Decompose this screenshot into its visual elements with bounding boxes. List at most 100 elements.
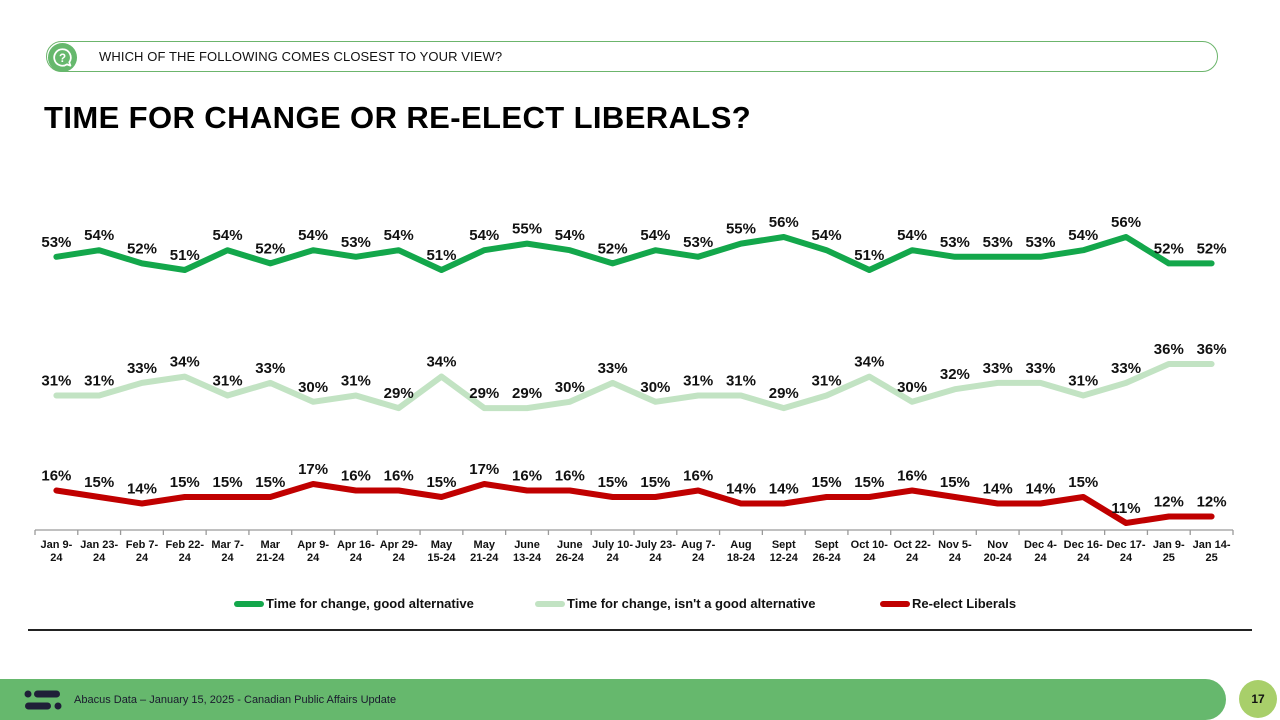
data-label-time-for-change-isn-t-a-good-alternative: 30%	[897, 379, 927, 396]
data-label-time-for-change-good-alternative: 53%	[983, 234, 1013, 251]
x-tick-label: Sept 12-24	[770, 539, 799, 564]
data-label-re-elect-liberals: 12%	[1197, 494, 1227, 511]
legend-label: Time for change, isn't a good alternativ…	[567, 596, 816, 611]
series-layer	[53, 234, 1215, 526]
x-tick-label: Dec 4-24	[1024, 539, 1057, 564]
data-label-time-for-change-good-alternative: 52%	[1197, 240, 1227, 257]
x-tick-label: May 21-24	[470, 539, 499, 564]
x-tick-label: Dec 16-24	[1064, 539, 1103, 564]
data-label-time-for-change-isn-t-a-good-alternative: 31%	[341, 373, 371, 390]
data-label-re-elect-liberals: 16%	[41, 468, 71, 485]
question-text: WHICH OF THE FOLLOWING COMES CLOSEST TO …	[99, 49, 503, 64]
data-label-re-elect-liberals: 14%	[983, 481, 1013, 498]
x-tick-label: May 15-24	[427, 539, 456, 564]
data-label-re-elect-liberals: 16%	[384, 468, 414, 485]
x-tick-label: July 23-24	[635, 539, 676, 564]
series-line-time-for-change-good-alternative	[53, 234, 1215, 273]
data-label-re-elect-liberals: 14%	[769, 481, 799, 498]
data-label-time-for-change-good-alternative: 52%	[255, 240, 285, 257]
data-label-time-for-change-good-alternative: 51%	[854, 247, 884, 264]
legend-item-reelect-liberals: Re-elect Liberals	[880, 596, 1016, 611]
data-label-time-for-change-good-alternative: 55%	[512, 221, 542, 238]
legend-item-good-alternative: Time for change, good alternative	[234, 596, 474, 611]
data-label-re-elect-liberals: 16%	[683, 468, 713, 485]
data-label-re-elect-liberals: 14%	[1025, 481, 1055, 498]
x-tick-label: June 13-24	[513, 539, 542, 564]
x-tick-label: Jan 9-24	[40, 539, 72, 564]
data-label-time-for-change-isn-t-a-good-alternative: 29%	[769, 385, 799, 402]
data-label-time-for-change-isn-t-a-good-alternative: 29%	[384, 385, 414, 402]
data-label-re-elect-liberals: 16%	[341, 468, 371, 485]
data-label-time-for-change-isn-t-a-good-alternative: 31%	[213, 373, 243, 390]
data-label-time-for-change-isn-t-a-good-alternative: 31%	[726, 373, 756, 390]
data-label-time-for-change-good-alternative: 55%	[726, 221, 756, 238]
data-label-re-elect-liberals: 15%	[255, 474, 285, 491]
data-labels: 53% 54% 52% 51% 54% 52% 54% 53% 54% 51% 54% 55% 54% 5…	[41, 214, 1226, 517]
data-label-re-elect-liberals: 14%	[726, 481, 756, 498]
data-label-time-for-change-isn-t-a-good-alternative: 31%	[683, 373, 713, 390]
footer-bar	[0, 679, 1226, 720]
data-label-re-elect-liberals: 15%	[640, 474, 670, 491]
data-label-time-for-change-isn-t-a-good-alternative: 30%	[555, 379, 585, 396]
line-chart: 53% 54% 52% 51% 54% 52% 54% 53% 54% 51% 54% 55% 54% 5…	[34, 214, 1234, 564]
footer-source-text: Abacus Data – January 15, 2025 - Canadia…	[74, 694, 397, 706]
data-label-time-for-change-good-alternative: 54%	[555, 227, 585, 244]
data-label-time-for-change-good-alternative: 54%	[469, 227, 499, 244]
data-label-re-elect-liberals: 17%	[469, 461, 499, 478]
x-tick-label: Apr 9-24	[297, 539, 329, 564]
x-tick-label: July 10-24	[592, 539, 633, 564]
data-label-time-for-change-good-alternative: 53%	[1025, 234, 1055, 251]
data-label-time-for-change-good-alternative: 54%	[213, 227, 243, 244]
data-label-time-for-change-good-alternative: 54%	[640, 227, 670, 244]
x-tick-label: June 26-24	[556, 539, 585, 564]
data-label-re-elect-liberals: 15%	[812, 474, 842, 491]
legend-swatch-good-alternative	[234, 600, 264, 607]
x-tick-label: Sept 26-24	[812, 539, 841, 564]
page-title: TIME FOR CHANGE OR RE-ELECT LIBERALS?	[44, 100, 752, 135]
data-label-time-for-change-good-alternative: 54%	[1068, 227, 1098, 244]
data-label-time-for-change-good-alternative: 53%	[41, 234, 71, 251]
data-label-time-for-change-good-alternative: 54%	[84, 227, 114, 244]
x-tick-label: Nov 5-24	[938, 539, 972, 564]
data-label-time-for-change-good-alternative: 54%	[897, 227, 927, 244]
data-label-time-for-change-isn-t-a-good-alternative: 33%	[255, 360, 285, 377]
data-label-time-for-change-good-alternative: 53%	[940, 234, 970, 251]
data-label-time-for-change-isn-t-a-good-alternative: 29%	[512, 385, 542, 402]
data-label-re-elect-liberals: 11%	[1111, 500, 1140, 517]
data-label-time-for-change-isn-t-a-good-alternative: 34%	[854, 354, 884, 371]
x-tick-label: Oct 22-24	[893, 539, 931, 564]
data-label-time-for-change-good-alternative: 52%	[598, 240, 628, 257]
x-tick-label: Mar 7-24	[211, 539, 244, 564]
data-label-time-for-change-isn-t-a-good-alternative: 33%	[983, 360, 1013, 377]
x-tick-label: Oct 10-24	[851, 539, 889, 564]
x-tick-label: Jan 9-25	[1153, 539, 1185, 564]
data-label-re-elect-liberals: 15%	[1068, 474, 1098, 491]
data-label-time-for-change-good-alternative: 53%	[341, 234, 371, 251]
data-label-re-elect-liberals: 17%	[298, 461, 328, 478]
x-tick-label: Mar 21-24	[256, 539, 285, 564]
data-label-re-elect-liberals: 14%	[127, 481, 157, 498]
data-label-re-elect-liberals: 15%	[598, 474, 628, 491]
data-label-time-for-change-good-alternative: 51%	[170, 247, 200, 264]
data-label-time-for-change-good-alternative: 51%	[426, 247, 456, 264]
data-label-re-elect-liberals: 16%	[555, 468, 585, 485]
data-label-time-for-change-isn-t-a-good-alternative: 34%	[170, 354, 200, 371]
x-tick-label: Aug 18-24	[727, 539, 756, 564]
data-label-time-for-change-good-alternative: 52%	[1154, 240, 1184, 257]
divider-line	[28, 629, 1252, 631]
data-label-time-for-change-isn-t-a-good-alternative: 31%	[84, 373, 114, 390]
data-label-time-for-change-good-alternative: 56%	[1111, 214, 1141, 231]
data-label-re-elect-liberals: 15%	[426, 474, 456, 491]
data-label-re-elect-liberals: 15%	[170, 474, 200, 491]
legend-swatch-not-good-alternative	[535, 600, 565, 607]
data-label-time-for-change-good-alternative: 54%	[298, 227, 328, 244]
data-label-time-for-change-isn-t-a-good-alternative: 30%	[298, 379, 328, 396]
data-label-re-elect-liberals: 12%	[1154, 494, 1184, 511]
data-label-time-for-change-good-alternative: 56%	[769, 214, 799, 231]
data-label-re-elect-liberals: 15%	[84, 474, 114, 491]
data-label-time-for-change-isn-t-a-good-alternative: 33%	[1111, 360, 1141, 377]
data-label-re-elect-liberals: 15%	[854, 474, 884, 491]
x-tick-label: Feb 7-24	[126, 539, 159, 564]
question-bubble-icon: ?	[47, 42, 78, 73]
data-label-re-elect-liberals: 15%	[940, 474, 970, 491]
